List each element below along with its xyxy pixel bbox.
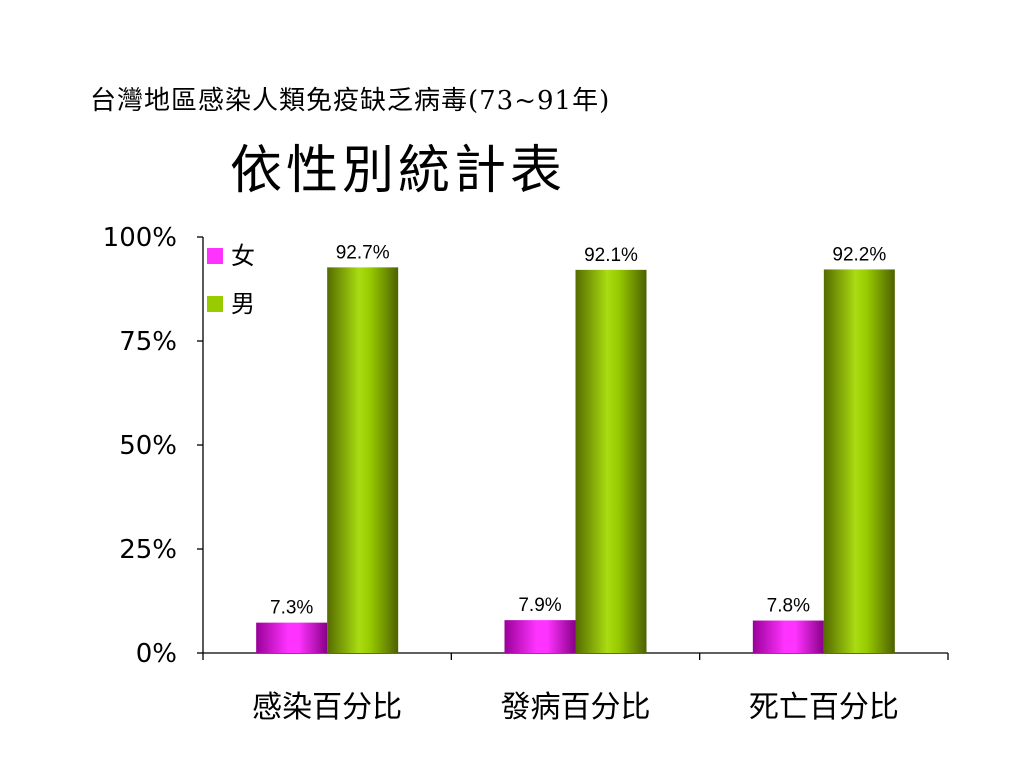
x-tick-label: 發病百分比	[501, 690, 651, 725]
data-label: 7.8%	[767, 596, 810, 617]
y-tick-label: 100%	[103, 223, 177, 253]
x-tick-label: 感染百分比	[252, 690, 402, 725]
slide-title-line-2: 依性別統計表	[230, 141, 567, 201]
data-label: 7.3%	[270, 598, 313, 619]
bar-female	[256, 622, 328, 653]
y-tick-label: 0%	[136, 639, 177, 669]
bar-male	[823, 269, 895, 653]
y-tick-label: 75%	[119, 327, 177, 357]
y-tick-label: 25%	[119, 535, 177, 565]
bar-female	[752, 620, 824, 653]
legend-swatch	[207, 248, 223, 264]
data-label: 92.2%	[832, 244, 886, 265]
data-label: 7.9%	[518, 595, 561, 616]
legend-label: 男	[231, 290, 255, 318]
slide-title-line-1: 台灣地區感染人類免疫缺乏病毒(73~91年)	[90, 86, 611, 116]
data-label: 92.7%	[336, 242, 390, 263]
data-label: 92.1%	[584, 245, 638, 266]
bar-male	[575, 269, 647, 653]
y-tick-label: 50%	[119, 431, 177, 461]
x-tick-label: 死亡百分比	[749, 690, 899, 725]
bar-male	[327, 267, 399, 653]
bar-female	[504, 620, 576, 653]
legend-swatch	[207, 296, 223, 312]
legend-label: 女	[231, 242, 255, 270]
